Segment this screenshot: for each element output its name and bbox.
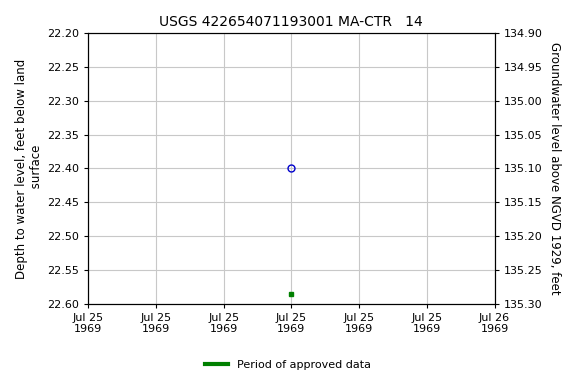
Y-axis label: Groundwater level above NGVD 1929, feet: Groundwater level above NGVD 1929, feet xyxy=(548,42,561,295)
Y-axis label: Depth to water level, feet below land
 surface: Depth to water level, feet below land su… xyxy=(15,58,43,278)
Title: USGS 422654071193001 MA-CTR   14: USGS 422654071193001 MA-CTR 14 xyxy=(160,15,423,29)
Legend: Period of approved data: Period of approved data xyxy=(201,356,375,375)
